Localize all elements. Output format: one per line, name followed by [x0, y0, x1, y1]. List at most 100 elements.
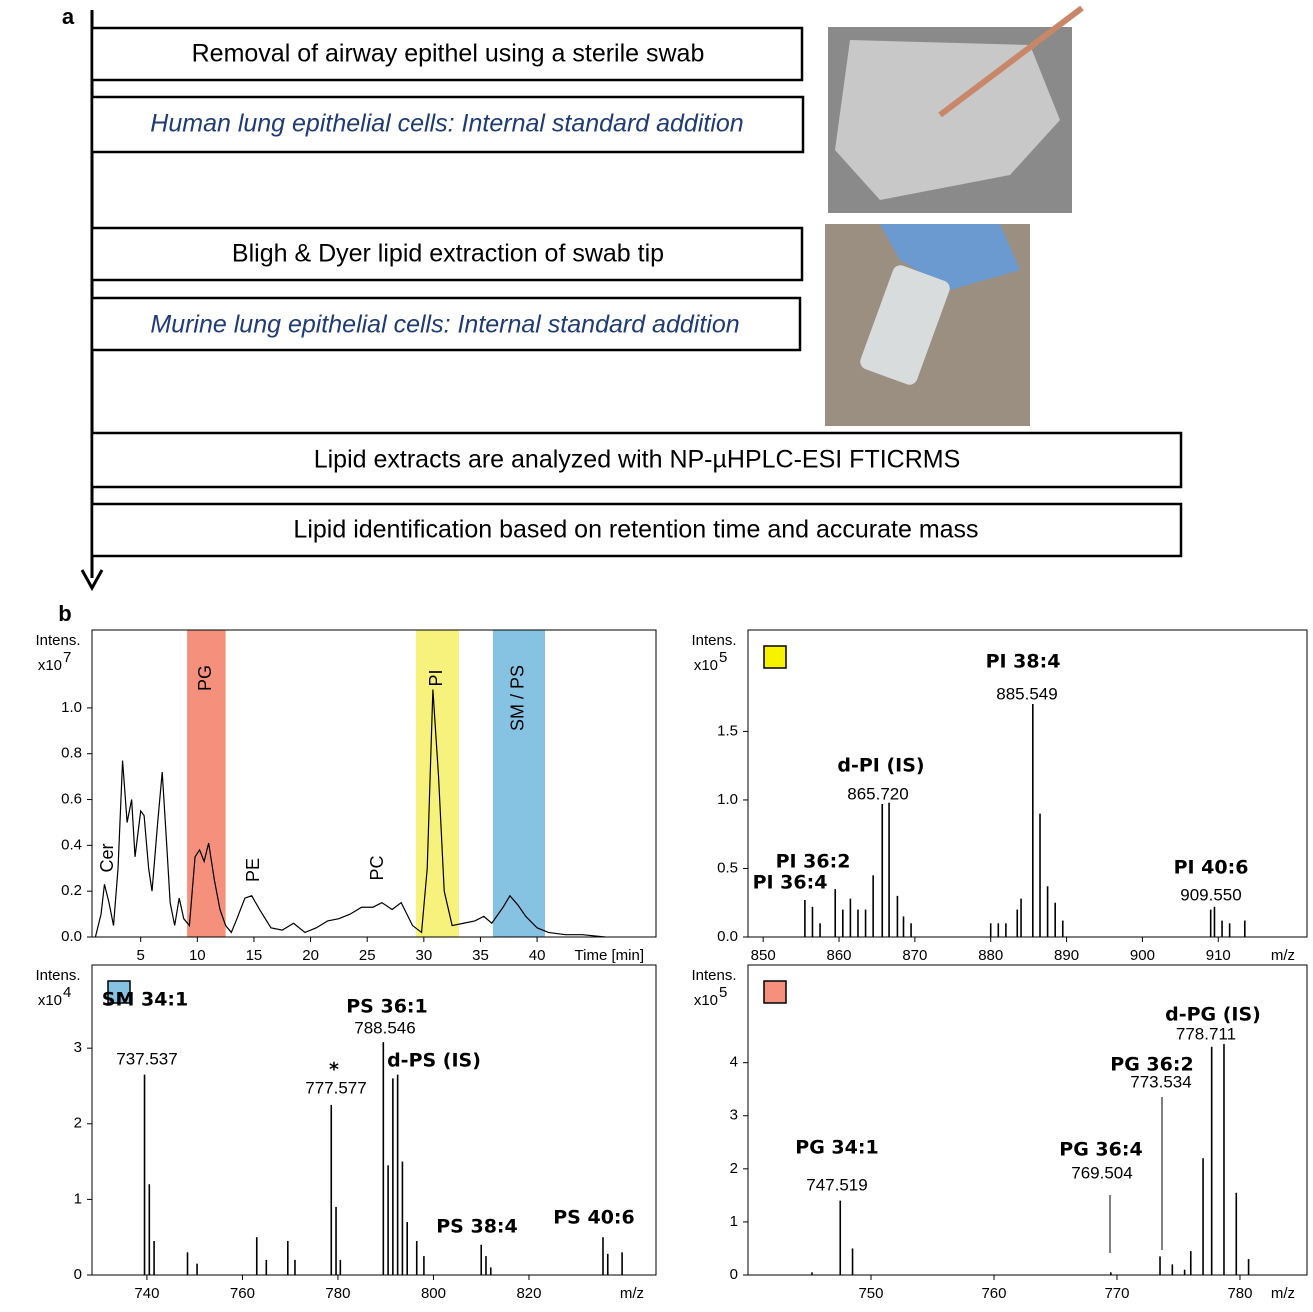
x-tick-label: 870: [902, 947, 927, 964]
x-axis-label: m/z: [620, 1285, 644, 1302]
peak-label: Cer: [97, 843, 117, 872]
x-axis-label: m/z: [1271, 1285, 1295, 1302]
y-axis-label: Intens.: [35, 967, 80, 984]
y-tick-label: 1.5: [717, 722, 738, 739]
compound-label: PS 40:6: [553, 1207, 634, 1229]
x-tick-label: 740: [134, 1285, 159, 1302]
y-tick-label: 0.4: [61, 836, 82, 853]
x-tick-label: 910: [1206, 947, 1231, 964]
band-label: PG: [195, 665, 215, 691]
y-tick-label: 2: [74, 1115, 82, 1132]
step-text: Removal of airway epithel using a steril…: [192, 40, 705, 68]
photo-vial: [825, 224, 1030, 426]
y-tick-label: 1.0: [61, 699, 82, 716]
x-tick-label: 800: [421, 1285, 446, 1302]
compound-label: d-PI (IS): [837, 755, 924, 777]
x-tick-label: 750: [858, 1285, 883, 1302]
figure: a Removal of airway epithel using a ster…: [0, 0, 1313, 1307]
x-tick-label: 900: [1130, 947, 1155, 964]
compound-label: PS 36:1: [346, 996, 427, 1018]
y-tick-label: 1: [730, 1213, 738, 1230]
x-tick-label: 40: [529, 947, 546, 964]
x-tick-label: 780: [325, 1285, 350, 1302]
compound-label: PS 38:4: [436, 1216, 517, 1238]
mz-label: 909.550: [1180, 885, 1241, 904]
x-tick-label: 25: [359, 947, 376, 964]
y-scale-exponent: 5: [719, 984, 727, 1001]
x-tick-label: 850: [751, 947, 776, 964]
peak-label: PE: [243, 858, 263, 882]
y-axis-label: Intens.: [691, 967, 736, 984]
y-scale: x10: [38, 992, 62, 1009]
y-tick-label: 3: [730, 1107, 738, 1124]
y-scale-exponent: 7: [63, 649, 71, 666]
y-tick-label: 0.2: [61, 882, 82, 899]
compound-label: PI 36:2: [776, 851, 851, 873]
y-tick-label: 0.5: [717, 859, 738, 876]
panel-marker: [764, 981, 786, 1003]
y-tick-label: 0: [730, 1266, 738, 1283]
compound-label: PI 36:4: [753, 872, 828, 894]
step-text: Lipid identification based on retention …: [293, 516, 978, 544]
x-tick-label: 10: [189, 947, 206, 964]
compound-label: PI 40:6: [1174, 857, 1249, 879]
compound-label: PI 38:4: [986, 651, 1061, 673]
compound-label: d-PG (IS): [1165, 1004, 1261, 1026]
compound-label: PG 34:1: [795, 1137, 878, 1159]
x-tick-label: 820: [516, 1285, 541, 1302]
x-tick-label: 20: [302, 947, 319, 964]
x-tick-label: 770: [1104, 1285, 1129, 1302]
y-tick-label: 0.8: [61, 745, 82, 762]
photo-swab: [828, 8, 1082, 213]
mz-label: 885.549: [996, 684, 1057, 703]
mz-label: 777.577: [305, 1078, 366, 1097]
panel-label: a: [62, 4, 75, 29]
plot-frame: [92, 630, 656, 937]
y-tick-label: 4: [730, 1054, 738, 1071]
y-scale: x10: [694, 992, 718, 1009]
y-scale: x10: [694, 657, 718, 674]
y-tick-label: 1: [74, 1190, 82, 1207]
y-tick-label: 0.0: [717, 928, 738, 945]
x-tick-label: 760: [981, 1285, 1006, 1302]
y-tick-label: 1.0: [717, 791, 738, 808]
y-tick-label: 2: [730, 1160, 738, 1177]
mz-label: 769.504: [1071, 1163, 1132, 1182]
mz-label: 788.546: [354, 1018, 415, 1037]
x-tick-label: 890: [1054, 947, 1079, 964]
x-tick-label: 880: [978, 947, 1003, 964]
y-tick-label: 0: [74, 1266, 82, 1283]
band-label: SM / PS: [508, 665, 528, 731]
peak-label: PC: [367, 855, 387, 880]
x-tick-label: 860: [827, 947, 852, 964]
mz-label: 737.537: [116, 1049, 177, 1068]
x-axis-label: Time [min]: [575, 947, 644, 964]
x-tick-label: 35: [472, 947, 489, 964]
x-tick-label: 30: [415, 947, 432, 964]
band-label: PI: [426, 669, 446, 686]
y-scale: x10: [38, 657, 62, 674]
y-tick-label: 0.6: [61, 791, 82, 808]
compound-label: d-PS (IS): [387, 1050, 481, 1072]
y-axis-label: Intens.: [691, 632, 736, 649]
y-scale-exponent: 4: [63, 984, 71, 1001]
mz-label: 778.711: [1176, 1024, 1236, 1043]
y-scale-exponent: 5: [719, 649, 727, 666]
mz-label: 747.519: [806, 1175, 867, 1194]
step-text: Lipid extracts are analyzed with NP-µHPL…: [314, 446, 961, 474]
x-tick-label: 15: [246, 947, 263, 964]
x-tick-label: 760: [230, 1285, 255, 1302]
step-text: Murine lung epithelial cells: Internal s…: [150, 311, 739, 339]
x-axis-label: m/z: [1271, 947, 1295, 964]
panel-marker: [764, 646, 786, 668]
panel-label: b: [58, 601, 71, 626]
compound-label: SM 34:1: [102, 989, 188, 1011]
x-tick-label: 780: [1227, 1285, 1252, 1302]
y-tick-label: 3: [74, 1039, 82, 1056]
compound-label: PG 36:4: [1059, 1139, 1142, 1161]
mz-label: 773.534: [1130, 1072, 1191, 1091]
mz-label: 865.720: [847, 784, 908, 803]
step-text: Bligh & Dyer lipid extraction of swab ti…: [232, 240, 664, 268]
compound-label: *: [329, 1059, 339, 1081]
step-text: Human lung epithelial cells: Internal st…: [150, 110, 743, 138]
